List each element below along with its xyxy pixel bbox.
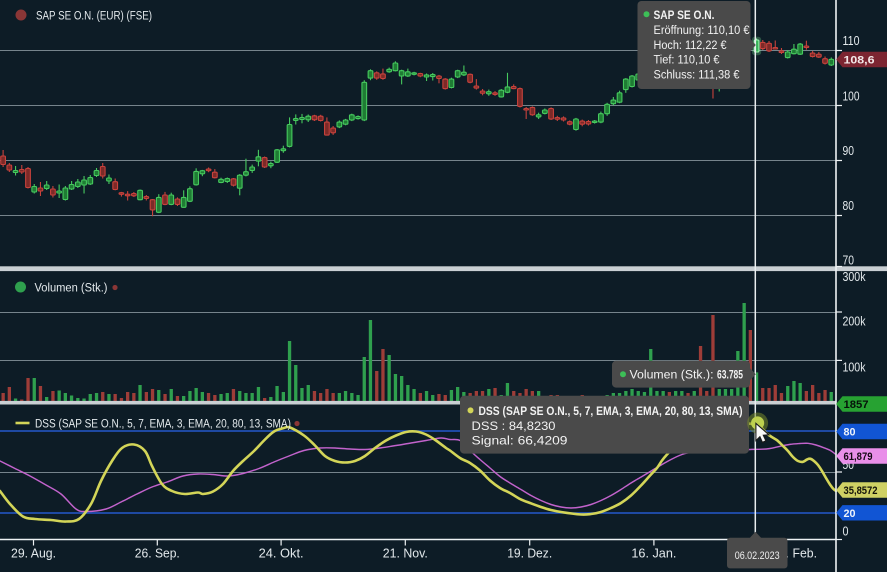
svg-text:Schluss: 111,38 €: Schluss: 111,38 € [654, 68, 740, 82]
svg-text:06.02.2023: 06.02.2023 [735, 550, 780, 562]
svg-text:DSS (SAP SE O.N., 5, 7, EMA, 3: DSS (SAP SE O.N., 5, 7, EMA, 3, EMA, 20,… [479, 404, 743, 418]
svg-text:35,8572: 35,8572 [844, 485, 878, 497]
svg-text:Volumen (Stk.): Volumen (Stk.) [35, 280, 108, 294]
svg-text:0: 0 [843, 524, 849, 538]
svg-text:70: 70 [843, 253, 855, 267]
svg-text:19. Dez.: 19. Dez. [507, 547, 552, 561]
svg-text:50: 50 [843, 458, 855, 472]
svg-text:16. Jan.: 16. Jan. [631, 547, 676, 561]
svg-text:20: 20 [844, 508, 856, 520]
svg-text:Tief: 110,10 €: Tief: 110,10 € [654, 53, 720, 67]
svg-text:SAP SE O.N.: SAP SE O.N. [654, 8, 715, 22]
svg-text:1857: 1857 [844, 399, 869, 411]
svg-text:26. Sep.: 26. Sep. [135, 547, 180, 561]
svg-text:300k: 300k [843, 270, 867, 284]
svg-text:Hoch: 112,22 €: Hoch: 112,22 € [654, 38, 727, 52]
svg-text:Volumen (Stk.):: Volumen (Stk.): [630, 368, 714, 382]
svg-text:Eröffnung: 110,10 €: Eröffnung: 110,10 € [654, 23, 750, 37]
svg-text:110: 110 [843, 34, 860, 48]
svg-text:80: 80 [843, 199, 855, 213]
svg-text:100k: 100k [843, 360, 867, 374]
svg-text:24. Okt.: 24. Okt. [259, 547, 304, 561]
svg-text:Signal: 66,4209: Signal: 66,4209 [472, 433, 568, 447]
svg-text:61,879: 61,879 [844, 451, 873, 463]
svg-text:DSS : 84,8230: DSS : 84,8230 [472, 419, 556, 433]
svg-text:80: 80 [844, 427, 856, 439]
svg-text:90: 90 [843, 144, 855, 158]
svg-text:100: 100 [843, 89, 860, 103]
svg-text:29. Aug.: 29. Aug. [11, 547, 56, 561]
svg-text:200k: 200k [843, 314, 867, 328]
svg-text:SAP SE O.N. (EUR) (FSE): SAP SE O.N. (EUR) (FSE) [36, 8, 152, 22]
svg-text:21. Nov.: 21. Nov. [383, 547, 428, 561]
svg-text:DSS (SAP SE O.N., 5, 7, EMA, 3: DSS (SAP SE O.N., 5, 7, EMA, 3, EMA, 20,… [35, 416, 291, 430]
svg-text:63.785: 63.785 [717, 368, 743, 382]
svg-text:108,6: 108,6 [844, 55, 875, 67]
